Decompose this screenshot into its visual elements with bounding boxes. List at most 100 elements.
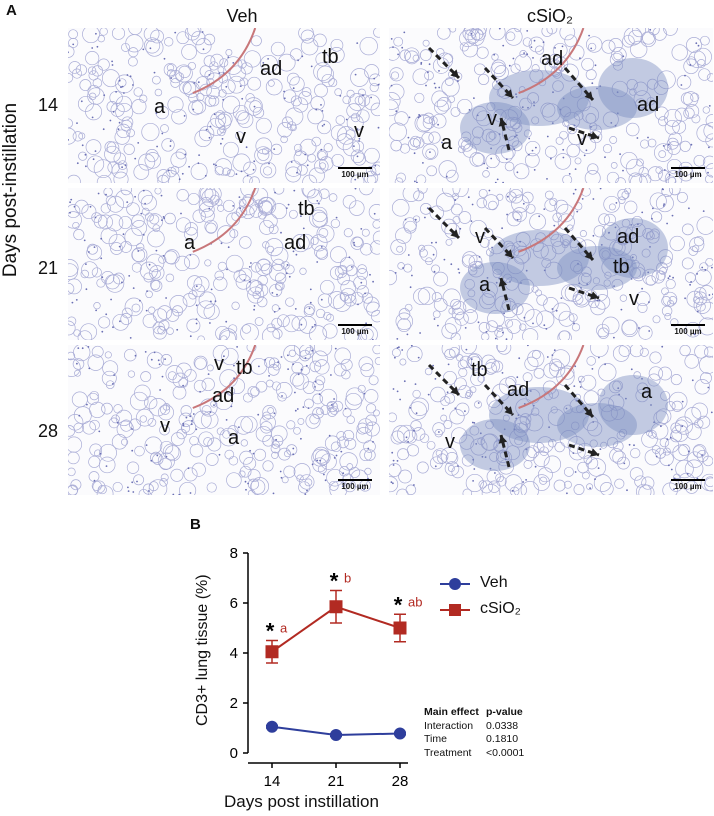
- y-tick-label: 8: [230, 545, 238, 562]
- col-header-csio2: cSiO₂: [527, 6, 573, 26]
- chart-axes: 0 2 4 6 8 14 21 28: [230, 545, 409, 790]
- col-header-veh: Veh: [226, 6, 258, 26]
- scale-bar: 100 µm: [338, 324, 372, 336]
- region-label-v: v: [214, 353, 224, 375]
- legend-label-csio2: cSiO₂: [480, 600, 521, 617]
- scale-bar-line: [671, 324, 705, 326]
- micrograph-veh-28: v tb ad v a 100 µm: [68, 345, 380, 495]
- region-label-v: v: [445, 431, 455, 453]
- stats-row-value: <0.0001: [486, 746, 525, 759]
- stats-row-label: Time: [424, 733, 447, 745]
- data-point: [393, 621, 407, 635]
- stats-header-effect: Main effect: [424, 706, 479, 718]
- region-label-tb: tb: [471, 359, 488, 381]
- region-label-v: v: [354, 120, 364, 142]
- significance-star: *: [394, 592, 403, 617]
- tissue-texture: [389, 28, 713, 183]
- row-header-21: 21: [38, 258, 59, 278]
- x-tick-label: 14: [264, 773, 281, 790]
- region-label-a: a: [441, 132, 453, 154]
- data-point: [266, 720, 278, 733]
- scale-bar-line: [671, 479, 705, 481]
- region-label-v: v: [629, 288, 639, 310]
- scale-bar-label: 100 µm: [341, 170, 369, 179]
- y-axis-title: CD3+ lung tissue (%): [194, 574, 211, 726]
- tissue-texture: [389, 345, 713, 495]
- veh-series: [266, 720, 406, 741]
- data-point: [329, 600, 343, 614]
- region-label-tb: tb: [322, 46, 339, 68]
- data-point: [394, 727, 406, 740]
- significance-star: *: [330, 569, 339, 594]
- region-label-ad: ad: [507, 379, 530, 401]
- stats-table: Main effect p-value Interaction 0.0338 Tim…: [424, 706, 524, 760]
- region-label-a: a: [228, 427, 240, 449]
- y-tick-label: 0: [230, 745, 238, 762]
- region-label-ad: ad: [541, 48, 564, 70]
- region-label-v: v: [577, 128, 587, 150]
- stats-row-value: 0.1810: [486, 733, 519, 745]
- panel-a-letter: A: [6, 2, 17, 19]
- region-label-ad: ad: [212, 385, 235, 407]
- group-letter: a: [280, 621, 288, 636]
- x-tick-label: 21: [328, 773, 345, 790]
- tissue-texture: [68, 28, 380, 183]
- micrograph-csio2-28: tb ad a v 100 µm: [389, 345, 713, 495]
- scale-bar-label: 100 µm: [674, 170, 702, 179]
- scale-bar-line: [338, 167, 372, 169]
- tissue-texture: [68, 188, 380, 340]
- data-point: [265, 645, 279, 659]
- group-letter: b: [344, 571, 351, 586]
- stats-row-label: Interaction: [424, 719, 474, 732]
- region-label-tb: tb: [236, 357, 253, 379]
- row-header-28: 28: [38, 421, 59, 441]
- significance-star: *: [266, 619, 275, 644]
- scale-bar: 100 µm: [338, 479, 372, 491]
- region-label-a: a: [641, 381, 653, 403]
- csio2-series: [265, 589, 407, 664]
- region-label-v: v: [236, 126, 246, 148]
- x-axis-title: Days post instillation: [224, 792, 379, 811]
- y-tick-label: 4: [230, 645, 238, 662]
- x-tick-label: 28: [392, 773, 409, 790]
- group-letter: ab: [408, 594, 422, 609]
- stats-row-value: 0.0338: [486, 719, 519, 732]
- micrograph-csio2-14: ad ad a v v 100 µm: [389, 28, 713, 183]
- scale-bar: 100 µm: [338, 167, 372, 179]
- tissue-texture: [68, 345, 380, 495]
- panel-b-letter: B: [190, 516, 201, 533]
- scale-bar-label: 100 µm: [341, 327, 369, 336]
- scale-bar-label: 100 µm: [674, 327, 702, 336]
- region-label-v: v: [475, 226, 485, 248]
- scale-bar-label: 100 µm: [341, 482, 369, 491]
- chart-annotations: * a * b * ab: [266, 569, 423, 644]
- y-tick-label: 2: [230, 695, 238, 712]
- scale-bar-label: 100 µm: [674, 482, 702, 491]
- row-header-14: 14: [38, 95, 59, 115]
- region-label-ad: ad: [284, 232, 307, 254]
- scale-bar-line: [338, 324, 372, 326]
- scale-bar-line: [671, 167, 705, 169]
- scale-bar: 100 µm: [671, 479, 705, 491]
- micrograph-csio2-21: v ad tb a v 100 µm: [389, 188, 713, 340]
- region-label-a: a: [184, 232, 196, 254]
- region-label-ad: ad: [637, 94, 660, 116]
- scale-bar: 100 µm: [671, 324, 705, 336]
- scale-bar-line: [338, 479, 372, 481]
- region-label-a: a: [154, 96, 166, 118]
- region-label-a: a: [479, 274, 491, 296]
- region-label-ad: ad: [617, 226, 640, 248]
- legend-label-veh: Veh: [480, 574, 508, 591]
- data-point: [330, 729, 342, 741]
- tissue-texture: [389, 188, 713, 340]
- micrograph-veh-14: ad tb a v v 100 µm: [68, 28, 380, 183]
- region-label-tb: tb: [613, 256, 630, 278]
- micrograph-veh-21: tb ad a 100 µm: [68, 188, 380, 340]
- scale-bar: 100 µm: [671, 167, 705, 179]
- stats-header-pvalue: p-value: [486, 706, 523, 718]
- region-label-tb: tb: [298, 198, 315, 220]
- region-label-v: v: [487, 108, 497, 130]
- region-label-v: v: [160, 415, 170, 437]
- stats-row-label: Treatment: [424, 746, 472, 759]
